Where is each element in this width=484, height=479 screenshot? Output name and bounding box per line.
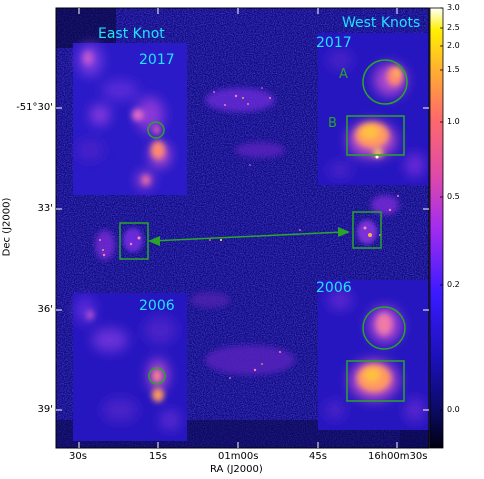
west-knots-title: West Knots: [342, 15, 421, 31]
west-2006-box: [346, 360, 405, 402]
xtick-label: 45s: [309, 451, 327, 462]
colorbar-tick-label: 2.5: [447, 23, 460, 32]
colorbar-tick-label: 0.0: [447, 405, 460, 414]
ytick-label: 39': [37, 404, 53, 415]
colorbar-tick-label: 1.0: [447, 117, 460, 126]
colorbar-tick-label: 2.0: [447, 41, 460, 50]
colorbar-tick-label: 0.2: [447, 280, 460, 289]
ytick-label: -51°30': [16, 102, 53, 113]
west-2006-year: 2006: [316, 280, 352, 296]
xtick-label: 16h00m30s: [368, 451, 428, 462]
proper-motion-arrow-line: [151, 231, 344, 242]
xtick-label: 30s: [69, 451, 87, 462]
west-knot-box: [352, 211, 382, 249]
region-b-label: B: [328, 116, 337, 131]
east-2006-circle: [148, 367, 166, 385]
east-2006-year: 2006: [139, 298, 175, 314]
west-2006-circle: [362, 306, 406, 350]
xtick-label: 01m00s: [218, 451, 259, 462]
ytick-label: 36': [37, 304, 53, 315]
west-2017-circle-a: [362, 59, 408, 105]
region-a-label: A: [339, 67, 348, 82]
west-2017-year: 2017: [316, 35, 352, 51]
colorbar: [429, 7, 444, 449]
x-axis-label: RA (J2000): [210, 464, 263, 475]
arrow-head-left: [148, 236, 160, 246]
colorbar-tick-label: 3.0: [447, 3, 460, 12]
colorbar-tick-label: 0.5: [447, 192, 460, 201]
ytick-label: 33': [37, 203, 53, 214]
west-2017-box-b: [346, 115, 405, 156]
east-2017-circle: [147, 121, 165, 139]
east-knot-title: East Knot: [98, 26, 165, 42]
plot-frame: [55, 7, 430, 449]
arrow-head-right: [338, 227, 350, 237]
y-axis-label: Dec (J2000): [1, 197, 13, 257]
colorbar-tick-label: 1.5: [447, 65, 460, 74]
xtick-label: 15s: [149, 451, 167, 462]
east-2017-year: 2017: [139, 52, 175, 68]
